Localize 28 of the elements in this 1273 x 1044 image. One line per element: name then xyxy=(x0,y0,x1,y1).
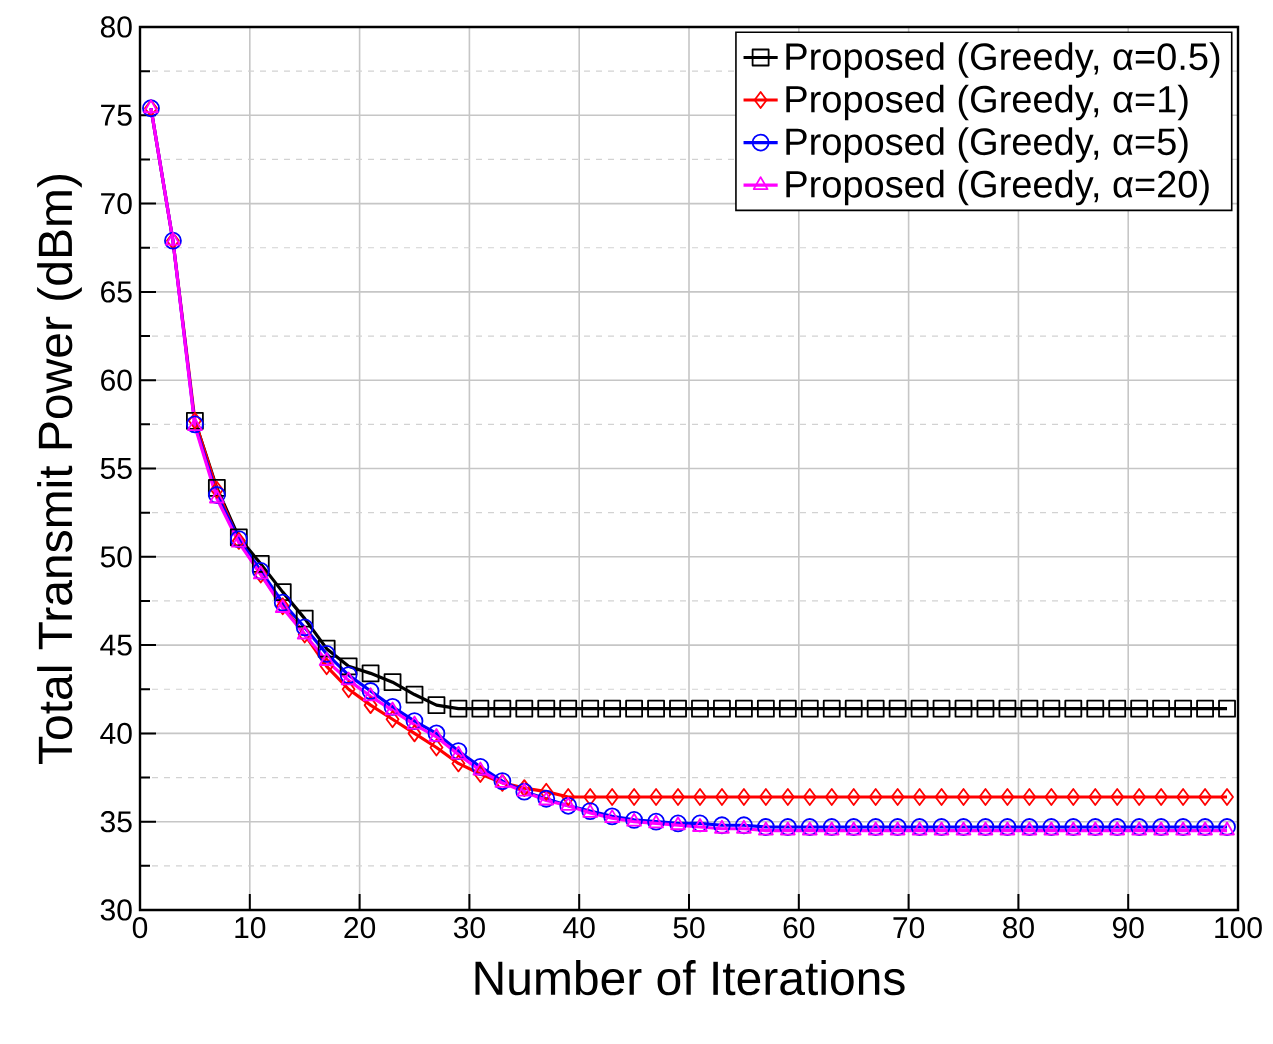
x-tick-label: 0 xyxy=(132,917,148,939)
y-axis-title: Total Transmit Power (dBm) xyxy=(37,175,82,764)
x-tick-label: 10 xyxy=(235,917,266,939)
y-tick-label: 50 xyxy=(100,546,132,568)
legend-label: Proposed (Greedy, α=20) xyxy=(786,169,1209,206)
legend-label: Proposed (Greedy, α=0.5) xyxy=(786,42,1220,78)
y-tick-label: 55 xyxy=(100,458,132,479)
y-tick-label: 75 xyxy=(101,104,132,126)
legend-label: Proposed (Greedy, α=1) xyxy=(786,84,1188,121)
x-tick-label: 90 xyxy=(1112,917,1144,939)
legend-label: Proposed (Greedy, α=5) xyxy=(786,127,1188,163)
x-tick-label: 40 xyxy=(563,917,595,939)
x-tick-label: 20 xyxy=(344,917,376,939)
x-tick-label: 30 xyxy=(453,917,485,939)
x-tick-label: 100 xyxy=(1215,917,1262,939)
y-tick-label: 45 xyxy=(100,634,132,656)
y-tick-label: 40 xyxy=(100,722,132,745)
y-tick-label: 65 xyxy=(101,281,132,303)
x-tick-label: 50 xyxy=(673,917,705,939)
x-tick-label: 70 xyxy=(893,917,925,939)
x-tick-label: 60 xyxy=(783,917,815,939)
y-tick-label: 35 xyxy=(100,811,132,833)
y-tick-label: 60 xyxy=(101,369,132,391)
y-tick-label: 80 xyxy=(100,16,132,38)
y-tick-label: 70 xyxy=(101,192,132,215)
y-tick-label: 30 xyxy=(100,899,132,921)
x-axis-title: Number of Iterations xyxy=(475,960,905,996)
x-tick-label: 80 xyxy=(1003,917,1034,939)
